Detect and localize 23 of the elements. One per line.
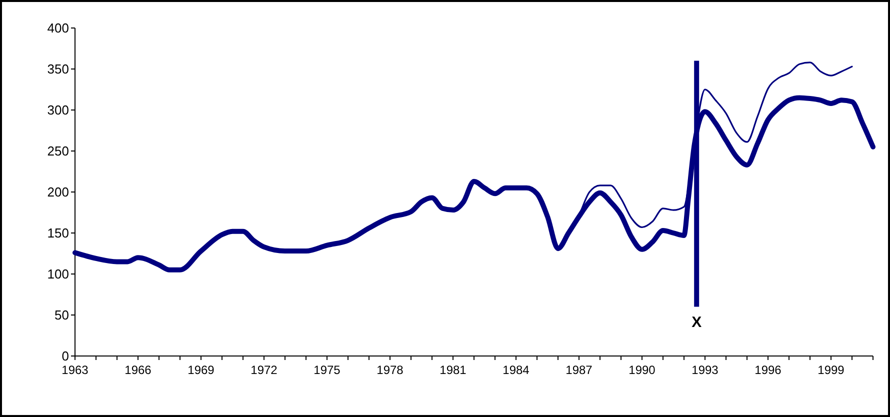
y-tick-label: 150	[47, 226, 69, 241]
x-tick-label: 1996	[754, 363, 782, 377]
y-tick-label: 0	[62, 348, 69, 364]
x-tick-label: 1999	[818, 363, 845, 377]
x-tick-label: 1975	[314, 363, 341, 377]
y-tick-label: 300	[47, 102, 69, 118]
y-tick-label: 400	[47, 20, 69, 36]
x-tick-label: 1978	[376, 363, 404, 377]
x-tick-label: 1984	[502, 363, 530, 377]
y-tick-label: 350	[47, 62, 69, 77]
x-tick-label: 1963	[62, 363, 89, 377]
x-tick-label: 1966	[124, 363, 152, 377]
y-tick-label: 50	[54, 308, 69, 323]
x-tick-label: 1969	[188, 363, 215, 377]
ref-line-label: X	[692, 314, 702, 331]
x-tick-label: 1990	[628, 363, 656, 377]
x-tick-label: 1987	[566, 363, 593, 377]
y-tick-label: 200	[47, 184, 69, 200]
x-tick-label: 1993	[692, 363, 719, 377]
y-tick-label: 250	[47, 144, 69, 159]
x-tick-label: 1972	[250, 363, 278, 377]
y-tick-label: 100	[47, 266, 69, 282]
x-tick-label: 1981	[440, 363, 467, 377]
